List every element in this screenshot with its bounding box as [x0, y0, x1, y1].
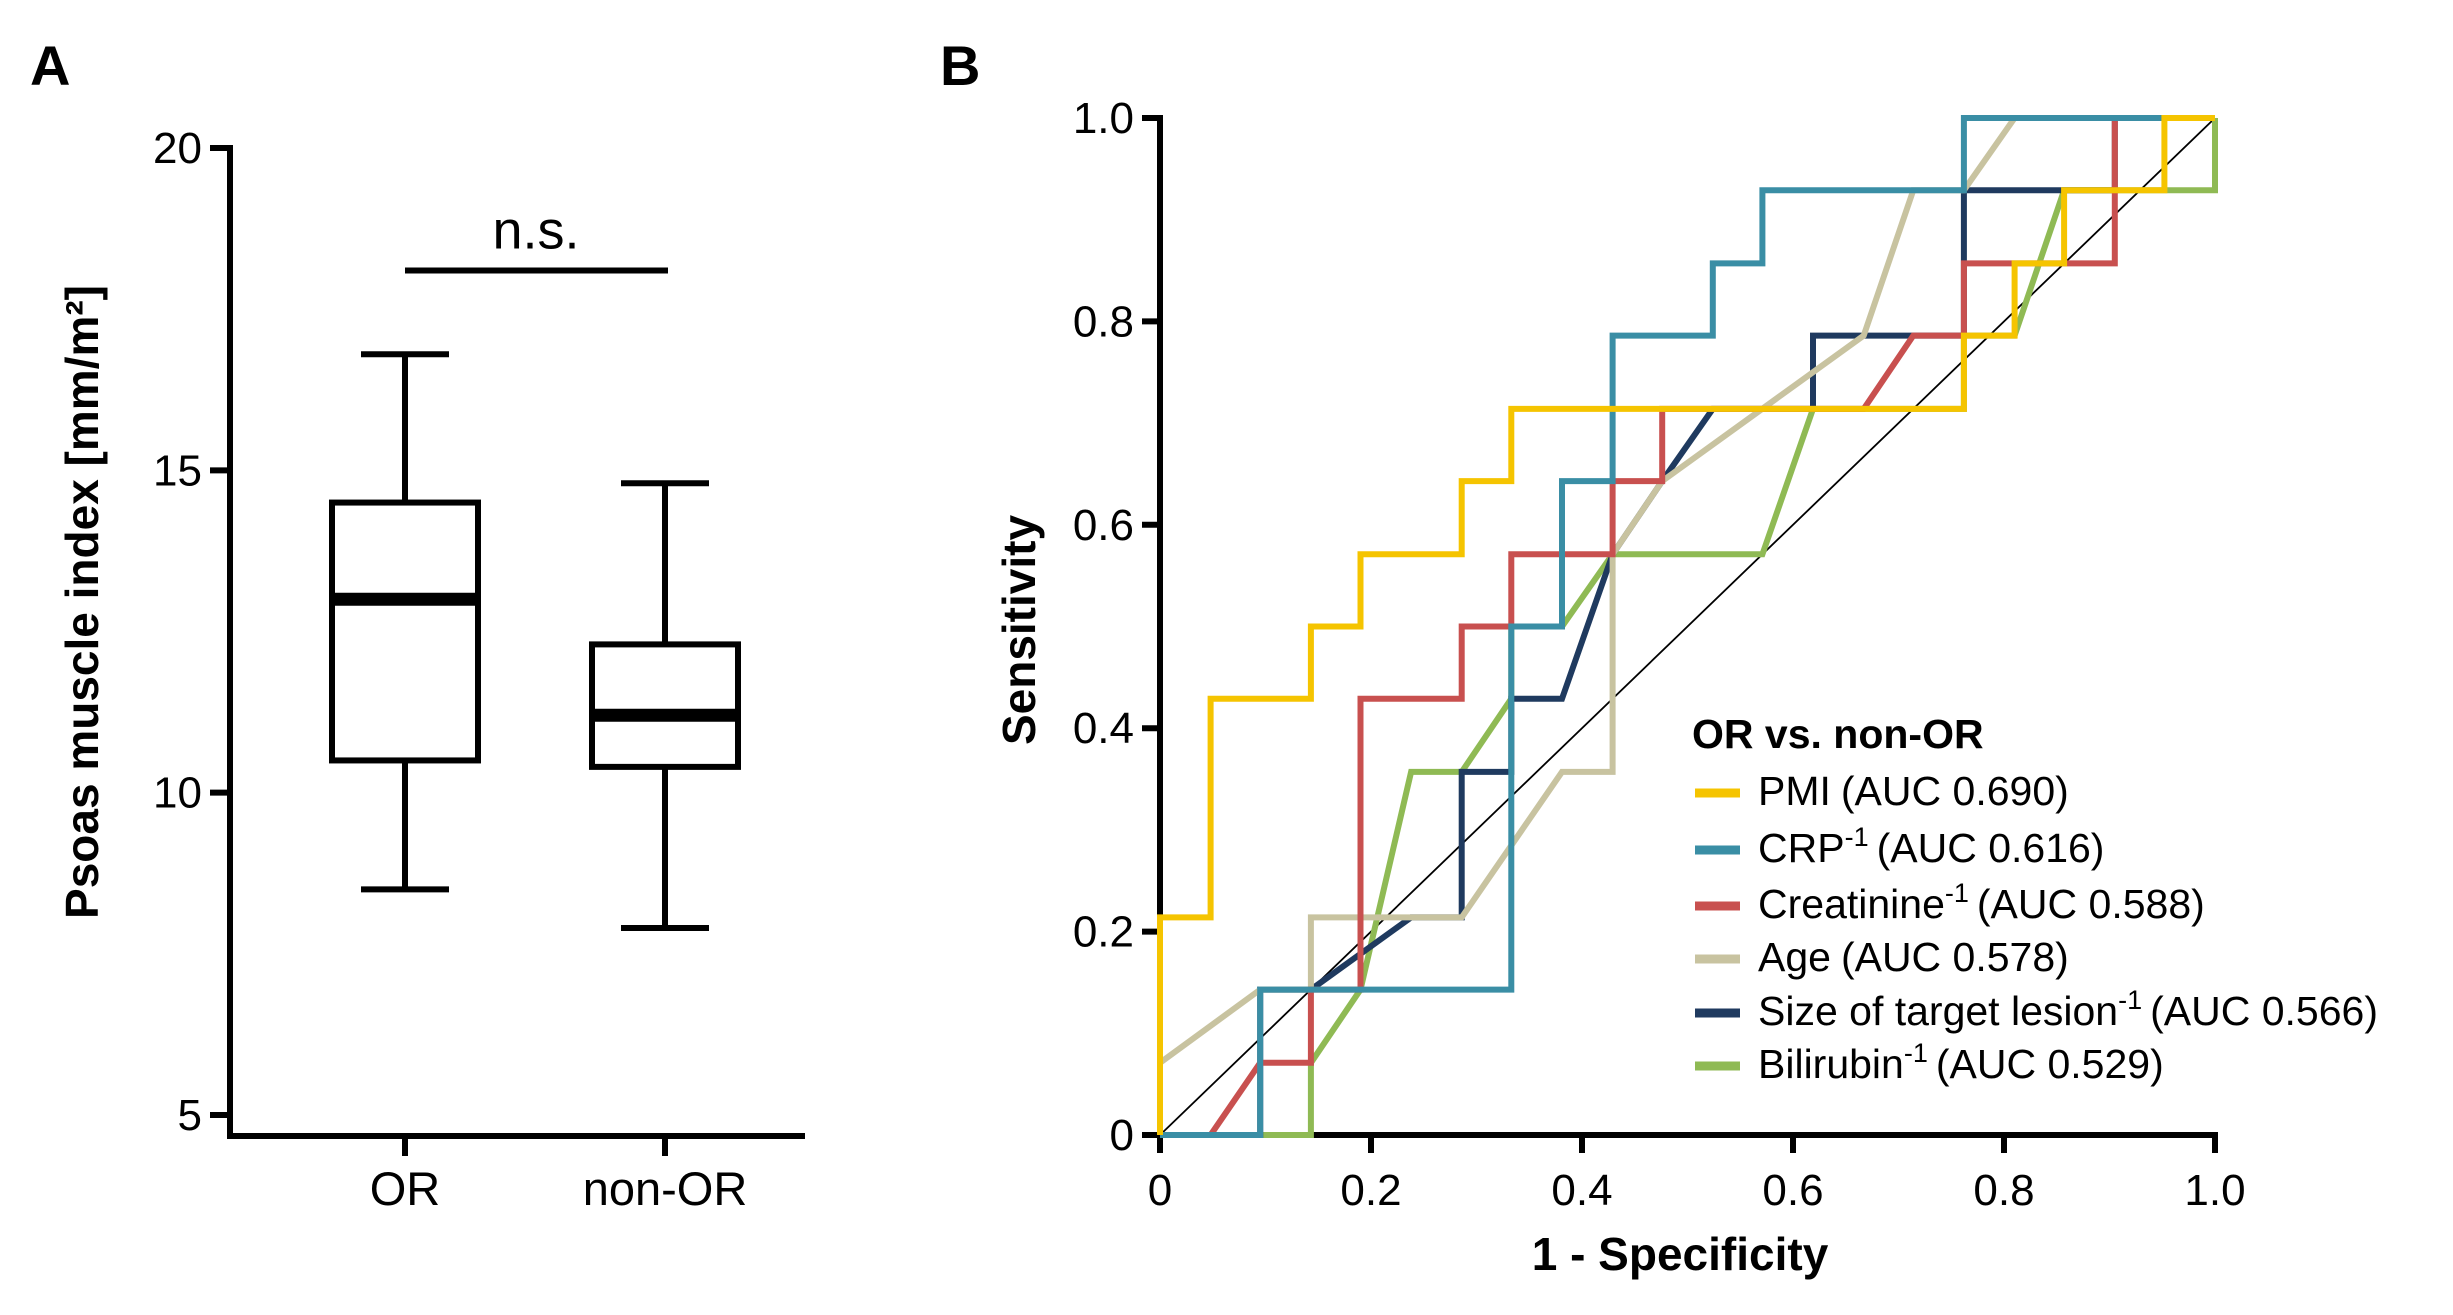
category-label: non-OR — [583, 1162, 748, 1215]
panel-b-roc: 0 0.2 0.4 0.6 0.8 1.0 0 0.2 0.4 0.6 0.8 1.0 OR vs. n… — [1073, 94, 2378, 1215]
x-tick-label: 1.0 — [2184, 1166, 2245, 1215]
roc-curve-bilirubin — [1160, 118, 2218, 1138]
y-tick-label: 15 — [153, 446, 202, 495]
legend-superscript: -1 — [2118, 985, 2142, 1015]
panel-a-boxplot: 5 10 15 20 OR non-OR n.s. — [153, 124, 805, 1215]
legend-superscript: -1 — [1904, 1038, 1928, 1068]
x-tick-label: 0.8 — [1973, 1166, 2034, 1215]
legend-superscript: -1 — [1845, 822, 1869, 852]
panel-a-label: A — [30, 34, 70, 97]
legend-series-name: Size of target lesion — [1758, 988, 2118, 1034]
legend-entry: Creatinine-1 (AUC 0.588) — [1758, 878, 2205, 927]
y-tick-label: 0.2 — [1073, 908, 1134, 957]
legend-series-name: Bilirubin — [1758, 1041, 1904, 1087]
panel-a-ylabel: Psoas muscle index [mm/m²] — [56, 285, 108, 919]
significance-label: n.s. — [492, 200, 579, 260]
x-tick-label: 0 — [1148, 1166, 1172, 1215]
panel-b-xlabel: 1 - Specificity — [1532, 1228, 1829, 1280]
y-tick-label: 0 — [1110, 1111, 1134, 1160]
x-tick-label: 0.2 — [1340, 1166, 1401, 1215]
legend-auc: (AUC 0.578) — [1841, 934, 2069, 980]
panel-b-ylabel: Sensitivity — [993, 515, 1045, 746]
legend-series-name: Creatinine — [1758, 881, 1945, 927]
legend-auc: (AUC 0.566) — [2150, 988, 2378, 1034]
legend-auc: (AUC 0.529) — [1936, 1041, 2164, 1087]
y-tick-label: 5 — [178, 1091, 202, 1140]
box-iqr — [589, 641, 741, 770]
legend-auc: (AUC 0.588) — [1977, 881, 2205, 927]
legend-entry: CRP-1 (AUC 0.616) — [1758, 822, 2104, 871]
y-tick-label: 20 — [153, 124, 202, 173]
panel-b-label: B — [940, 34, 980, 97]
legend-series-name: CRP — [1758, 825, 1845, 871]
legend-entry: PMI (AUC 0.690) — [1758, 768, 2069, 814]
legend-title: OR vs. non-OR — [1692, 711, 1984, 757]
y-tick-label: 0.6 — [1073, 501, 1134, 550]
legend-entry: Age (AUC 0.578) — [1758, 934, 2069, 980]
y-tick-label: 10 — [153, 769, 202, 818]
legend-series-name: Age — [1758, 934, 1831, 980]
roc-curve-pmi — [1157, 115, 2215, 1135]
category-label: OR — [370, 1162, 441, 1215]
y-tick-label: 0.8 — [1073, 297, 1134, 346]
legend-auc: (AUC 0.616) — [1877, 825, 2105, 871]
x-tick-label: 0.6 — [1762, 1166, 1823, 1215]
legend-entry: Size of target lesion-1 (AUC 0.566) — [1758, 985, 2378, 1034]
box-iqr — [329, 499, 481, 764]
legend-series-name: PMI — [1758, 768, 1831, 814]
y-tick-label: 1.0 — [1073, 94, 1134, 143]
legend-entry: Bilirubin-1 (AUC 0.529) — [1758, 1038, 2164, 1087]
legend-superscript: -1 — [1945, 878, 1969, 908]
reference-diagonal — [1159, 117, 2216, 1136]
y-tick-label: 0.4 — [1073, 704, 1134, 753]
x-tick-label: 0.4 — [1551, 1166, 1612, 1215]
legend-auc: (AUC 0.690) — [1841, 768, 2069, 814]
